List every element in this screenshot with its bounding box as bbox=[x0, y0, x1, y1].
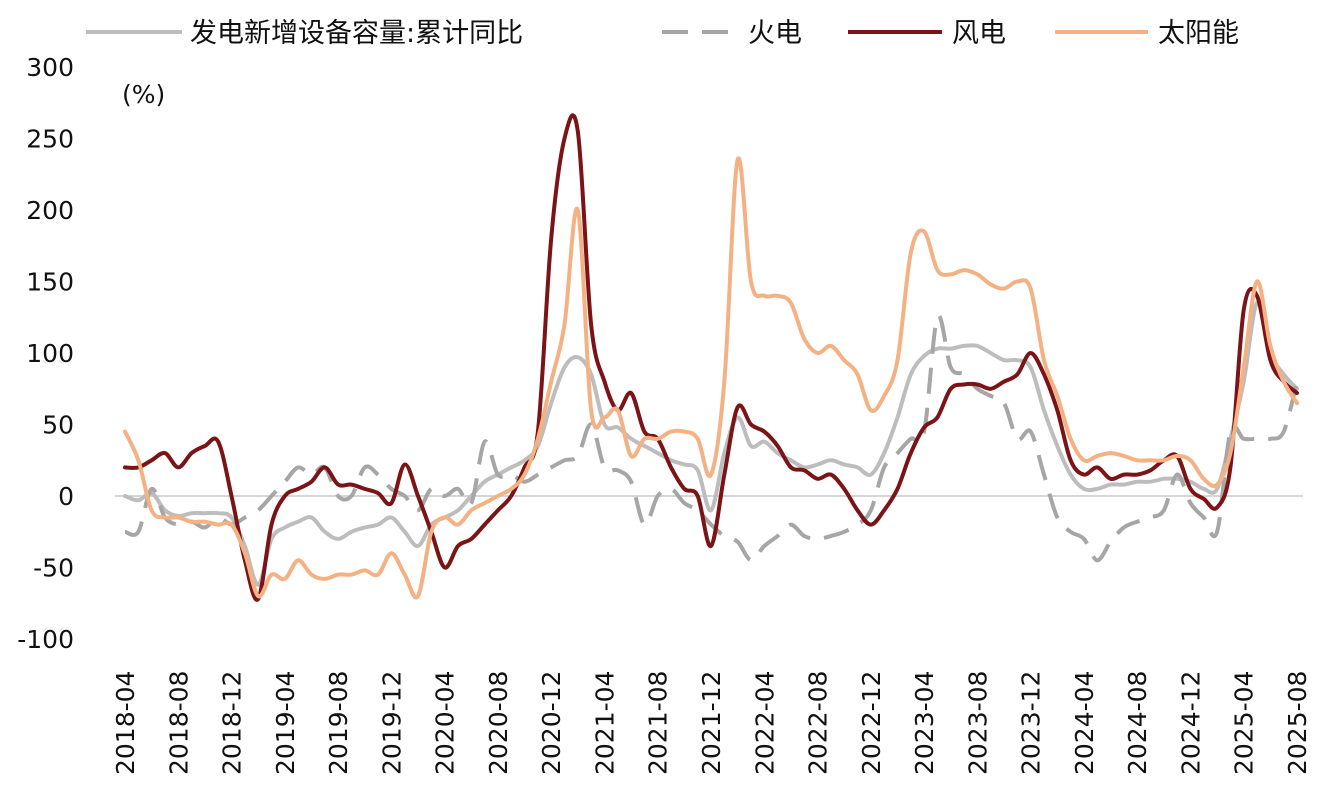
x-tick-label: 2024-04 bbox=[1070, 671, 1099, 775]
y-tick-label: 100 bbox=[26, 339, 74, 368]
x-tick-label: 2019-04 bbox=[271, 671, 300, 775]
x-tick-label: 2018-08 bbox=[164, 671, 193, 775]
legend-label-3: 太阳能 bbox=[1158, 18, 1239, 49]
x-tick-label: 2021-12 bbox=[697, 671, 726, 775]
x-axis-ticks: 2018-04 2018-08 2018-12 2019-04 2019-08 2019-… bbox=[111, 671, 1312, 775]
legend-label-2: 风电 bbox=[952, 18, 1006, 49]
x-tick-label: 2022-08 bbox=[804, 671, 833, 775]
x-tick-label: 2024-12 bbox=[1176, 671, 1205, 775]
x-tick-label: 2023-04 bbox=[910, 671, 939, 775]
x-tick-label: 2019-08 bbox=[324, 671, 353, 775]
x-tick-label: 2025-04 bbox=[1230, 671, 1259, 775]
y-tick-label: -50 bbox=[33, 554, 74, 583]
x-tick-label: 2020-04 bbox=[431, 671, 460, 775]
y-tick-label: -100 bbox=[17, 625, 74, 654]
y-tick-label: 0 bbox=[58, 482, 74, 511]
y-axis-ticks: 300 250 200 150 100 50 0 -50 -100 bbox=[17, 53, 74, 654]
y-tick-label: 50 bbox=[42, 411, 74, 440]
x-tick-label: 2018-04 bbox=[111, 671, 140, 775]
x-tick-label: 2023-12 bbox=[1017, 671, 1046, 775]
series-line-2 bbox=[123, 113, 1299, 602]
x-tick-label: 2022-04 bbox=[750, 671, 779, 775]
legend: 发电新增设备容量:累计同比 火电 风电 太阳能 bbox=[86, 18, 1239, 49]
y-tick-label: 150 bbox=[26, 268, 74, 297]
y-tick-label: 200 bbox=[26, 196, 74, 225]
x-tick-label: 2018-12 bbox=[218, 671, 247, 775]
legend-label-1: 火电 bbox=[748, 18, 802, 49]
series-line-1 bbox=[124, 313, 1299, 563]
series-lines bbox=[123, 113, 1299, 602]
y-axis-unit-label: (%) bbox=[122, 80, 165, 109]
x-tick-label: 2020-08 bbox=[484, 671, 513, 775]
series-line-0 bbox=[123, 300, 1299, 587]
x-tick-label: 2020-12 bbox=[537, 671, 566, 775]
x-tick-label: 2021-08 bbox=[644, 671, 673, 775]
x-tick-label: 2023-08 bbox=[963, 671, 992, 775]
x-tick-label: 2021-04 bbox=[590, 671, 619, 775]
y-tick-label: 250 bbox=[26, 125, 74, 154]
x-tick-label: 2019-12 bbox=[377, 671, 406, 775]
legend-label-0: 发电新增设备容量:累计同比 bbox=[190, 18, 523, 49]
x-tick-label: 2025-08 bbox=[1283, 671, 1312, 775]
y-tick-label: 300 bbox=[26, 53, 74, 82]
series-line-3 bbox=[123, 156, 1299, 600]
x-tick-label: 2022-12 bbox=[857, 671, 886, 775]
x-tick-label: 2024-08 bbox=[1123, 671, 1152, 775]
